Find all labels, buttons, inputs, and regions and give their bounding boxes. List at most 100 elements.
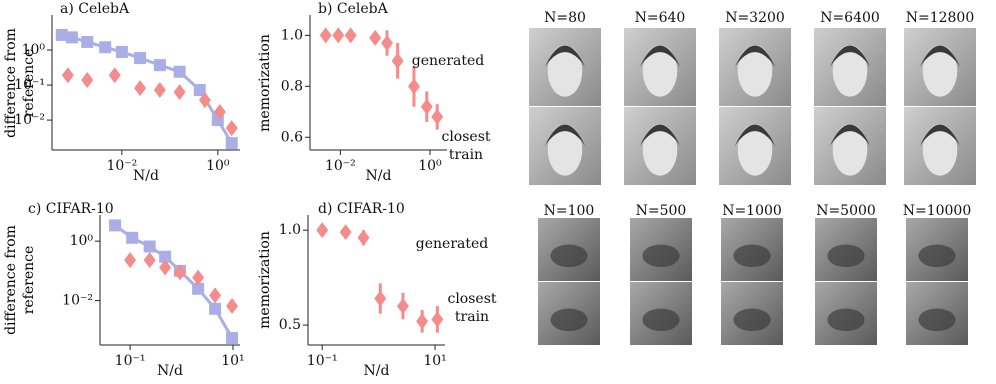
- object-shape: [642, 244, 680, 268]
- x-tick-label: 10⁻¹: [307, 353, 338, 369]
- square-marker: [65, 31, 78, 44]
- object-shape: [918, 308, 956, 332]
- column-label: N=10000: [903, 203, 972, 219]
- chart-title: a) CelebA: [60, 1, 130, 17]
- square-marker: [115, 45, 128, 58]
- hair-shape: [544, 124, 586, 146]
- hair-shape: [639, 124, 681, 146]
- diamond-marker: [198, 92, 211, 109]
- diamond-marker: [391, 52, 404, 69]
- diamond-marker: [431, 108, 444, 125]
- hair-shape: [734, 45, 776, 67]
- x-axis-label: N/d: [157, 363, 183, 379]
- diamond-marker: [61, 67, 74, 84]
- square-marker: [126, 231, 139, 244]
- diamond-marker: [357, 229, 370, 246]
- diamond-marker: [192, 269, 205, 286]
- x-tick-label: 10⁰: [418, 158, 442, 174]
- diamond-marker: [396, 298, 409, 315]
- object-shape: [733, 244, 771, 268]
- column-label: N=80: [544, 10, 586, 26]
- square-marker: [159, 250, 172, 263]
- chart-title: b) CelebA: [318, 1, 389, 17]
- y-tick-label: 10⁻²: [14, 112, 45, 128]
- object-shape: [550, 244, 588, 268]
- square-marker: [109, 219, 122, 232]
- object-shape: [733, 308, 771, 332]
- diamond-marker: [226, 297, 239, 314]
- x-axis-label: N/d: [366, 168, 392, 184]
- y-tick-label: 10⁰: [22, 42, 46, 58]
- diamond-marker: [407, 78, 420, 95]
- diamond-marker: [374, 290, 387, 307]
- x-axis-label: N/d: [364, 363, 390, 379]
- square-marker: [143, 240, 156, 253]
- y-axis-label: difference from reference: [3, 225, 37, 335]
- x-tick-label: 10¹: [423, 353, 446, 369]
- y-tick-label: 0.6: [281, 129, 303, 145]
- hair-shape: [919, 124, 961, 146]
- hair-shape: [734, 124, 776, 146]
- y-tick-label: 1.0: [281, 27, 303, 43]
- row-label: generated: [411, 53, 485, 69]
- column-label: N=100: [544, 203, 595, 219]
- object-shape: [827, 244, 865, 268]
- y-tick-label: 10⁻¹: [14, 77, 45, 93]
- face-shape: [922, 124, 958, 176]
- face-shape: [737, 124, 773, 176]
- diamond-marker: [153, 82, 166, 99]
- diamond-marker: [416, 313, 429, 330]
- y-tick-label: 0.8: [281, 78, 303, 94]
- column-label: N=500: [636, 203, 687, 219]
- object-shape: [550, 308, 588, 332]
- x-tick-label: 10⁻¹: [115, 353, 146, 369]
- row-label: generated: [415, 236, 489, 252]
- square-marker: [134, 52, 147, 65]
- face-shape: [547, 45, 583, 97]
- diamond-marker: [420, 98, 433, 115]
- row-label: closest train: [447, 291, 497, 325]
- square-marker: [192, 282, 205, 295]
- y-tick-label: 10⁻²: [62, 293, 93, 309]
- diamond-marker: [143, 252, 156, 269]
- object-shape: [918, 244, 956, 268]
- column-label: N=5000: [816, 203, 876, 219]
- square-marker: [209, 302, 222, 315]
- hair-shape: [919, 45, 961, 67]
- square-marker: [55, 28, 68, 41]
- diamond-marker: [339, 224, 352, 241]
- x-tick-label: 10⁻²: [325, 158, 356, 174]
- face-shape: [547, 124, 583, 176]
- face-shape: [832, 124, 868, 176]
- diamond-marker: [319, 27, 332, 44]
- object-shape: [642, 308, 680, 332]
- column-label: N=6400: [820, 10, 880, 26]
- y-axis-label: memorization: [257, 231, 273, 329]
- column-label: N=1000: [722, 203, 782, 219]
- square-marker: [225, 137, 238, 150]
- row-label: closest train: [441, 129, 491, 163]
- diamond-marker: [381, 35, 394, 52]
- square-marker: [173, 65, 186, 78]
- square-marker: [153, 59, 166, 72]
- diamond-marker: [173, 84, 186, 101]
- face-shape: [922, 45, 958, 97]
- object-shape: [827, 308, 865, 332]
- x-axis-label: N/d: [133, 168, 159, 184]
- face-shape: [832, 45, 868, 97]
- hair-shape: [829, 124, 871, 146]
- y-tick-label: 0.5: [279, 317, 301, 333]
- x-tick-label: 10¹: [221, 353, 244, 369]
- diamond-marker: [108, 67, 121, 84]
- face-shape: [737, 45, 773, 97]
- diamond-marker: [431, 311, 444, 328]
- face-shape: [642, 45, 678, 97]
- diamond-marker: [369, 29, 382, 46]
- square-marker: [226, 332, 239, 345]
- diamond-marker: [209, 287, 222, 304]
- column-label: N=12800: [906, 10, 975, 26]
- diamond-marker: [344, 27, 357, 44]
- diamond-marker: [124, 252, 137, 269]
